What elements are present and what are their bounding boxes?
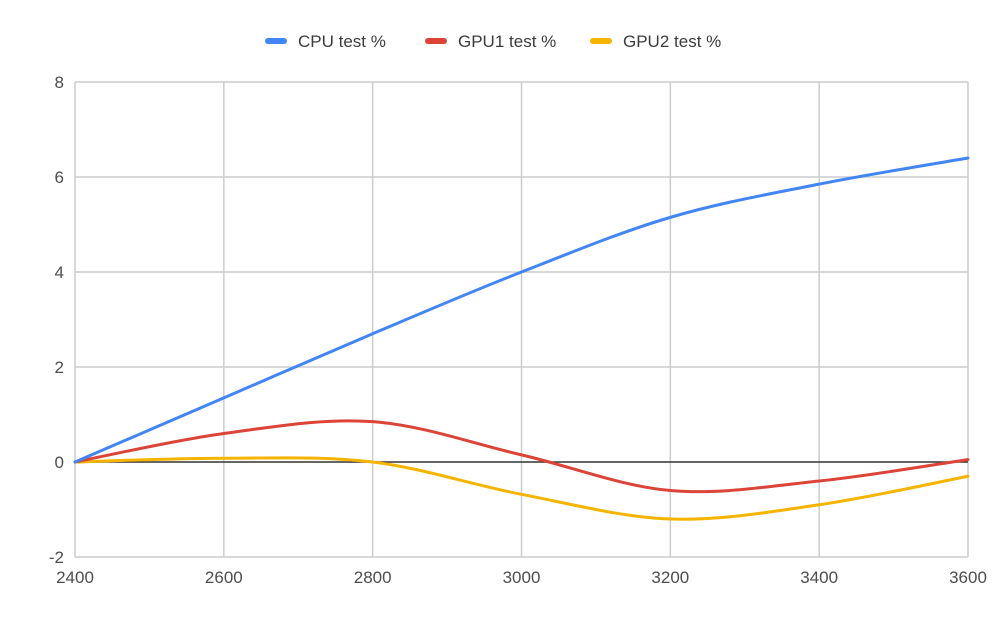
x-tick-label: 3200 bbox=[651, 568, 689, 587]
series-line-gpu1-test bbox=[73, 419, 970, 494]
y-axis-ticks: -2 0 2 4 6 8 bbox=[49, 73, 64, 567]
series-line-gpu2-test bbox=[73, 456, 970, 521]
x-tick-label: 3000 bbox=[503, 568, 541, 587]
y-tick-label: 8 bbox=[55, 73, 64, 92]
y-tick-label: 6 bbox=[55, 168, 64, 187]
legend-swatch bbox=[265, 38, 287, 44]
grid bbox=[74, 81, 969, 558]
y-tick-label: -2 bbox=[49, 548, 64, 567]
y-tick-label: 0 bbox=[55, 453, 64, 472]
x-tick-label: 3600 bbox=[949, 568, 987, 587]
series-lines bbox=[73, 156, 970, 521]
x-tick-label: 3400 bbox=[800, 568, 838, 587]
x-tick-label: 2800 bbox=[354, 568, 392, 587]
legend-swatch bbox=[590, 38, 612, 44]
x-tick-label: 2600 bbox=[205, 568, 243, 587]
legend-label: GPU1 test % bbox=[458, 32, 556, 51]
x-tick-label: 2400 bbox=[56, 568, 94, 587]
legend-item-cpu-test: CPU test % bbox=[265, 32, 386, 51]
legend-label: CPU test % bbox=[298, 32, 386, 51]
y-tick-label: 2 bbox=[55, 358, 64, 377]
legend-swatch bbox=[425, 38, 447, 44]
x-axis-ticks: 2400 2600 2800 3000 3200 3400 3600 bbox=[56, 568, 987, 587]
legend-item-gpu1-test: GPU1 test % bbox=[425, 32, 556, 51]
y-tick-label: 4 bbox=[55, 263, 64, 282]
series-line-cpu-test bbox=[73, 156, 970, 464]
legend-label: GPU2 test % bbox=[623, 32, 721, 51]
legend: CPU test % GPU1 test % GPU2 test % bbox=[265, 32, 721, 51]
legend-item-gpu2-test: GPU2 test % bbox=[590, 32, 721, 51]
